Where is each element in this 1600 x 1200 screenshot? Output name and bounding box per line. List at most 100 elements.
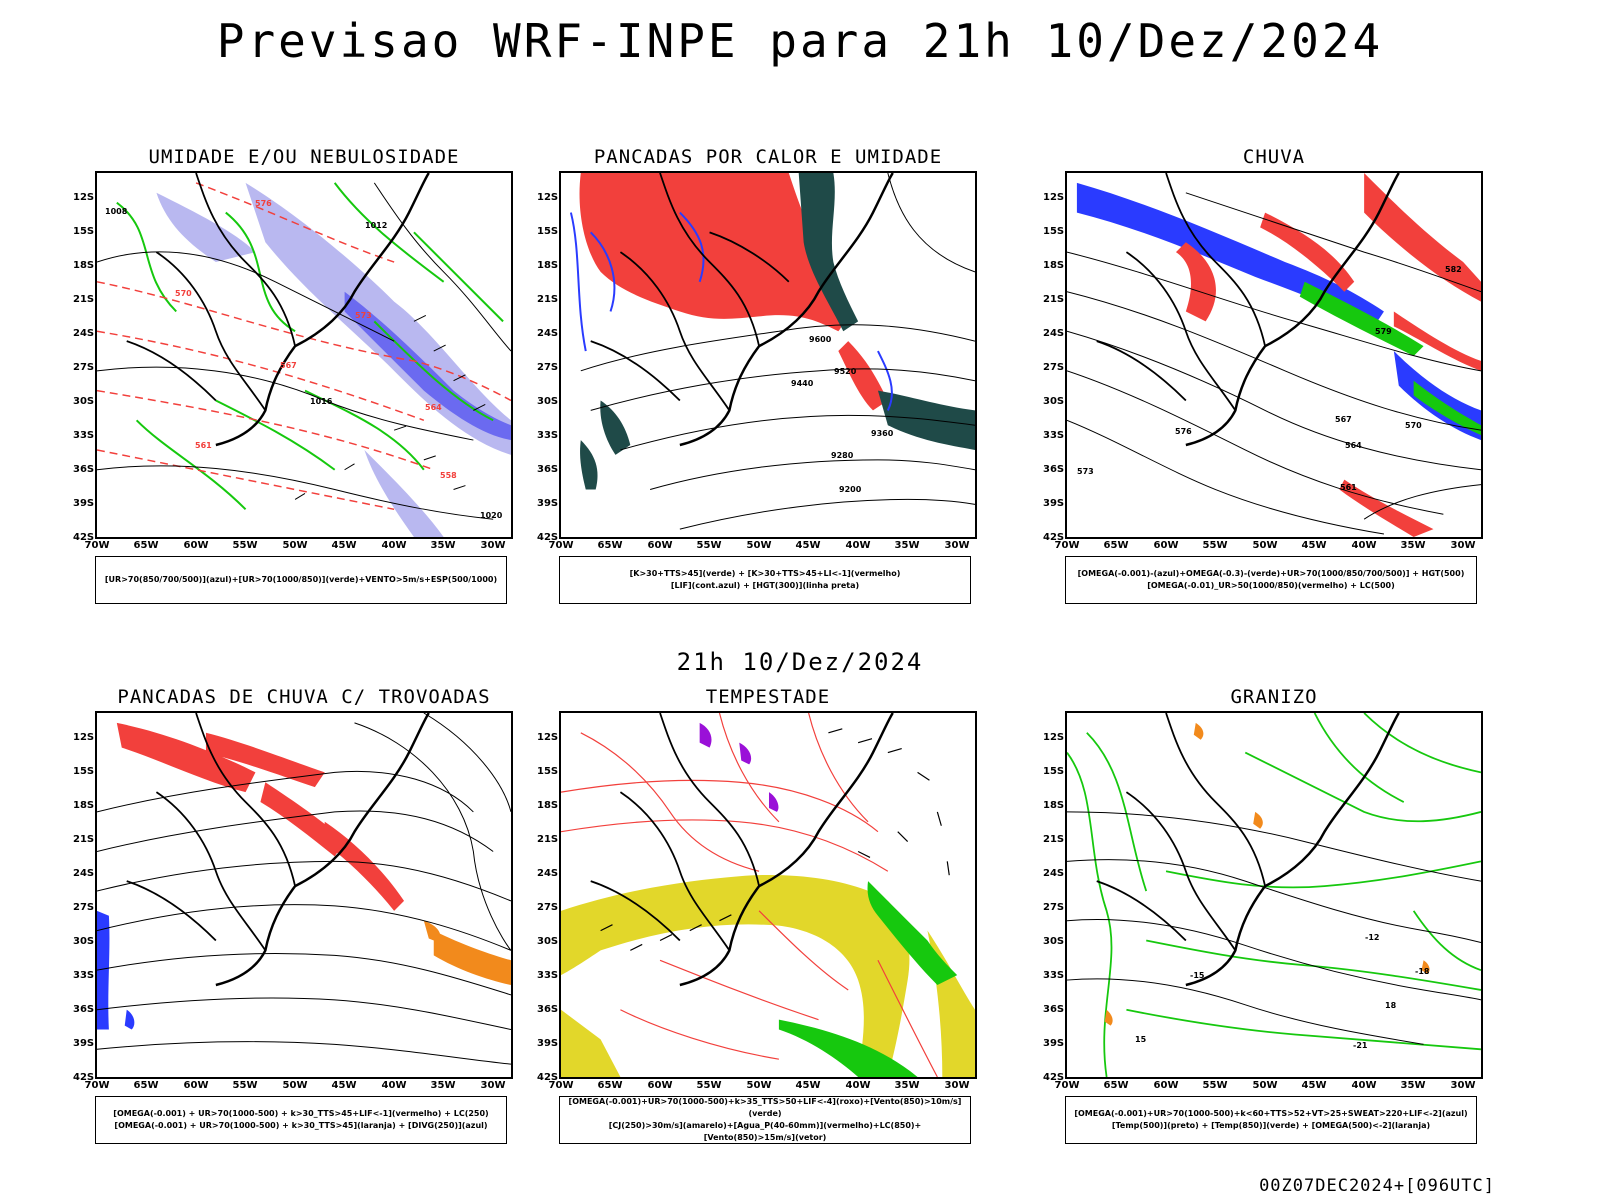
lat-label: 42S bbox=[537, 1072, 559, 1083]
coastline bbox=[679, 713, 894, 987]
lat-label: 33S bbox=[73, 970, 95, 981]
legend-line: [UR>70(850/700/500)](azul)+[UR>70(1000/8… bbox=[104, 575, 498, 584]
lat-label: 21S bbox=[537, 834, 559, 845]
borders bbox=[590, 173, 790, 411]
lat-label: 18S bbox=[537, 260, 559, 271]
lat-label: 33S bbox=[73, 430, 95, 441]
lon-label: 35W bbox=[1400, 1080, 1426, 1091]
lat-label: 12S bbox=[1043, 192, 1065, 203]
blue-humidity-south bbox=[364, 449, 444, 537]
lat-label: 27S bbox=[1043, 362, 1065, 373]
lon-label: 45W bbox=[331, 540, 357, 551]
lat-label: 30S bbox=[1043, 936, 1065, 947]
lon-label: 30W bbox=[480, 1080, 506, 1091]
red-convection-area bbox=[116, 722, 405, 911]
lon-label: 70W bbox=[548, 1080, 574, 1091]
lon-label: 60W bbox=[183, 1080, 209, 1091]
lat-label: 36S bbox=[1043, 1004, 1065, 1015]
panel-legend: [K>30+TTS>45](verde) + [K>30+TTS>45+LI<-… bbox=[559, 556, 971, 604]
lat-label: 36S bbox=[73, 1004, 95, 1015]
teal-area-west bbox=[600, 400, 631, 455]
lon-label: 50W bbox=[282, 1080, 308, 1091]
lat-label: 30S bbox=[537, 936, 559, 947]
lat-label: 12S bbox=[73, 192, 95, 203]
lat-label: 15S bbox=[1043, 226, 1065, 237]
map-area bbox=[559, 711, 977, 1079]
lat-label: 24S bbox=[537, 328, 559, 339]
lat-label: 36S bbox=[537, 1004, 559, 1015]
panel-title: GRANIZO bbox=[1230, 686, 1318, 708]
map-area bbox=[95, 171, 513, 539]
teal-area-east bbox=[798, 173, 859, 332]
lat-label: 42S bbox=[1043, 532, 1065, 543]
orange-omega-cells bbox=[1104, 722, 1430, 1026]
lon-label: 60W bbox=[1153, 540, 1179, 551]
panel-legend: [OMEGA(-0.001)+UR>70(1000-500)+k>35_TTS>… bbox=[559, 1096, 971, 1144]
lat-label: 36S bbox=[1043, 464, 1065, 475]
lat-label: 18S bbox=[537, 800, 559, 811]
map-svg bbox=[97, 173, 511, 537]
lon-label: 35W bbox=[1400, 540, 1426, 551]
lon-label: 65W bbox=[1103, 1080, 1129, 1091]
green-omega-area bbox=[1299, 281, 1424, 356]
lat-label: 12S bbox=[537, 192, 559, 203]
panel-chuva: CHUVA 12S 15S 18S 21S 24S 27S 30S 33S 36… bbox=[1043, 146, 1523, 636]
lat-label: 39S bbox=[73, 1038, 95, 1049]
lon-label: 30W bbox=[1450, 1080, 1476, 1091]
map-svg bbox=[1067, 173, 1481, 537]
lat-label: 33S bbox=[537, 430, 559, 441]
lat-label: 36S bbox=[537, 464, 559, 475]
map-svg bbox=[569, 173, 975, 530]
lon-label: 65W bbox=[133, 1080, 159, 1091]
black-temp500-contours bbox=[1067, 811, 1481, 1045]
red-instability-south bbox=[838, 341, 888, 411]
panel-title: UMIDADE E/OU NEBULOSIDADE bbox=[148, 146, 460, 168]
panel-title: CHUVA bbox=[1242, 146, 1306, 168]
lon-label: 40W bbox=[1351, 1080, 1377, 1091]
green-omega-east bbox=[1413, 380, 1481, 436]
lat-label: 21S bbox=[1043, 294, 1065, 305]
lon-label: 50W bbox=[746, 540, 772, 551]
lon-label: 70W bbox=[84, 540, 110, 551]
lon-label: 30W bbox=[944, 1080, 970, 1091]
green-temp850-contours bbox=[1067, 713, 1481, 1077]
red-instability-area bbox=[579, 173, 844, 332]
lat-label: 27S bbox=[537, 362, 559, 373]
lon-label: 55W bbox=[696, 540, 722, 551]
lat-label: 24S bbox=[1043, 328, 1065, 339]
lat-label: 39S bbox=[1043, 1038, 1065, 1049]
borders bbox=[590, 713, 760, 951]
lat-label: 27S bbox=[1043, 902, 1065, 913]
map-svg bbox=[1067, 713, 1481, 1077]
lon-label: 45W bbox=[331, 1080, 357, 1091]
coastline bbox=[1185, 713, 1400, 987]
main-title: Previsao WRF-INPE para 21h 10/Dez/2024 bbox=[216, 14, 1384, 68]
lat-label: 42S bbox=[73, 1072, 95, 1083]
panel-umidade: UMIDADE E/OU NEBULOSIDADE 12S 15S 18S 21… bbox=[73, 146, 553, 636]
borders bbox=[1096, 173, 1266, 411]
borders bbox=[126, 713, 296, 951]
green-contours bbox=[116, 182, 504, 511]
lat-label: 30S bbox=[537, 396, 559, 407]
legend-line: [LIF](cont.azul) + [HGT(300)](linha pret… bbox=[670, 581, 860, 590]
lon-label: 40W bbox=[845, 540, 871, 551]
lon-label: 70W bbox=[1054, 540, 1080, 551]
pressure-isobars bbox=[97, 182, 511, 520]
orange-convection-area bbox=[423, 920, 511, 986]
streamlines bbox=[97, 713, 511, 1065]
lon-label: 30W bbox=[480, 540, 506, 551]
lon-label: 40W bbox=[381, 1080, 407, 1091]
panel-legend: [OMEGA(-0.001)-(azul)+OMEGA(-0.3)-(verde… bbox=[1065, 556, 1477, 604]
lon-label: 35W bbox=[894, 1080, 920, 1091]
lon-label: 30W bbox=[1450, 540, 1476, 551]
map-area bbox=[95, 711, 513, 1079]
panel-legend: [OMEGA(-0.001) + UR>70(1000-500) + k>30_… bbox=[95, 1096, 507, 1144]
red-rain-area bbox=[1175, 173, 1481, 537]
lon-label: 45W bbox=[1301, 1080, 1327, 1091]
panel-tempestade: TEMPESTADE 12S 15S 18S 21S 24S 27S 30S 3… bbox=[537, 686, 1017, 1176]
green-wind-area bbox=[778, 881, 958, 1077]
lat-label: 39S bbox=[537, 498, 559, 509]
lat-label: 42S bbox=[1043, 1072, 1065, 1083]
lon-label: 55W bbox=[232, 1080, 258, 1091]
lat-label: 24S bbox=[537, 868, 559, 879]
